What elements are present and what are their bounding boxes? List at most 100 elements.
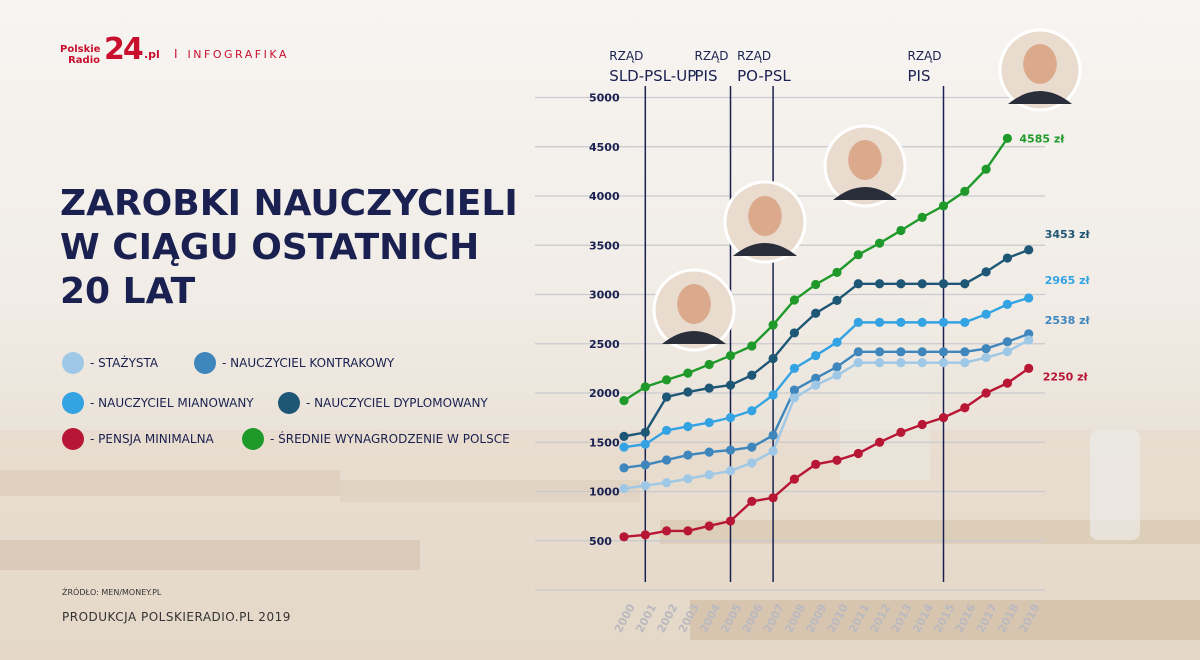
y-tick-label: 3000 (589, 289, 620, 302)
data-point (853, 279, 863, 289)
legend-item-pensja-minimalna: - PENSJA MINIMALNA (62, 428, 214, 450)
data-point (747, 496, 757, 506)
series-end-label: 3453 zł (1045, 228, 1091, 241)
data-point (1024, 335, 1034, 345)
data-point (832, 267, 842, 277)
data-point (768, 446, 778, 456)
data-point (662, 392, 672, 402)
legend-label: - ŚREDNIE WYNAGRODZENIE W POLSCE (270, 432, 510, 446)
data-point (981, 344, 991, 354)
x-tick-label: 2019 (1017, 602, 1043, 635)
data-point (981, 352, 991, 363)
data-point (875, 347, 885, 357)
data-point (768, 493, 778, 503)
portrait-face (748, 196, 782, 236)
logo-suffix: .pl (144, 48, 160, 61)
portrait-suit (1008, 91, 1072, 104)
portrait-suit (733, 243, 797, 256)
legend-label: - NAUCZYCIEL MIANOWANY (90, 396, 254, 410)
data-point (960, 347, 970, 357)
data-point (747, 442, 757, 452)
data-point (662, 478, 672, 488)
era-label-top: RZĄD (737, 49, 771, 63)
data-point (640, 382, 650, 392)
legend-label: - NAUCZYCIEL KONTRAKOWY (222, 356, 395, 370)
data-point (640, 530, 650, 540)
data-point (960, 403, 970, 413)
data-point (725, 466, 736, 476)
data-point (960, 279, 970, 289)
data-point (619, 442, 629, 452)
title-line1: ZAROBKI NAUCZYCIELI (60, 183, 518, 224)
data-point (896, 225, 906, 236)
data-point (640, 480, 650, 491)
portrait-photo-2 (723, 180, 807, 264)
series-end-label: 4585 zł (1019, 132, 1065, 145)
data-point (1002, 378, 1013, 388)
legend-label: - PENSJA MINIMALNA (90, 432, 214, 446)
data-point (981, 267, 991, 277)
data-point (832, 362, 842, 372)
data-point (875, 358, 885, 368)
data-point (896, 279, 906, 289)
polskie-radio-24-logo[interactable]: Polskie Radio 24 .pl (60, 32, 160, 74)
data-point (917, 358, 927, 368)
legend-dot (62, 392, 84, 414)
data-point (683, 474, 693, 484)
data-point (683, 387, 693, 397)
data-point (981, 388, 991, 398)
data-point (704, 359, 714, 370)
data-point (725, 516, 736, 526)
logo-number: 24 (104, 32, 144, 67)
data-point (619, 483, 629, 494)
data-point (832, 370, 842, 380)
data-point (938, 358, 949, 368)
legend: - STAŻYSTA - NAUCZYCIEL KONTRAKOWY - NAU… (62, 352, 542, 462)
data-point (640, 460, 650, 470)
data-point (896, 358, 906, 368)
portrait-face (848, 140, 882, 180)
page-title: ZAROBKI NAUCZYCIELI W CIĄGU OSTATNICH 20… (60, 182, 518, 314)
data-point (789, 328, 800, 338)
data-point (704, 447, 714, 457)
data-point (917, 279, 927, 289)
data-point (768, 353, 778, 364)
data-point (853, 250, 863, 260)
portrait-suit (662, 331, 726, 344)
y-tick-label: 1500 (589, 436, 620, 449)
data-point (853, 317, 863, 327)
title-line3: 20 LAT (60, 271, 196, 312)
era-label-name: PIS (908, 67, 931, 85)
legend-item-srednie-wynagrodzenie: - ŚREDNIE WYNAGRODZENIE W POLSCE (242, 428, 510, 450)
era-label-name: PO-PSL (737, 67, 791, 85)
legend-dot (278, 392, 300, 414)
era-label-name: SLD-PSL-UP (609, 67, 696, 85)
header: Polskie Radio 24 .pl I INFOGRAFIKA (60, 32, 289, 74)
era-label-name: PIS (695, 67, 718, 85)
data-point (662, 375, 672, 385)
data-point (981, 309, 991, 319)
data-point (768, 390, 778, 400)
data-point (875, 317, 885, 327)
data-point (938, 347, 949, 357)
y-tick-label: 4000 (589, 190, 620, 203)
data-point (789, 295, 800, 305)
data-point (853, 358, 863, 368)
data-point (1002, 299, 1013, 309)
data-point (747, 341, 757, 351)
data-point (811, 373, 821, 383)
portrait-photo-4 (998, 28, 1082, 112)
legend-item-mianowany: - NAUCZYCIEL MIANOWANY (62, 392, 254, 414)
portrait-photo-3 (823, 124, 907, 208)
data-point (725, 445, 736, 455)
data-point (619, 463, 629, 473)
data-point (811, 308, 821, 318)
data-point (683, 421, 693, 432)
data-point (683, 368, 693, 378)
legend-label: - NAUCZYCIEL DYPLOMOWANY (306, 396, 488, 410)
data-point (811, 350, 821, 361)
legend-dot (62, 428, 84, 450)
data-point (662, 455, 672, 465)
